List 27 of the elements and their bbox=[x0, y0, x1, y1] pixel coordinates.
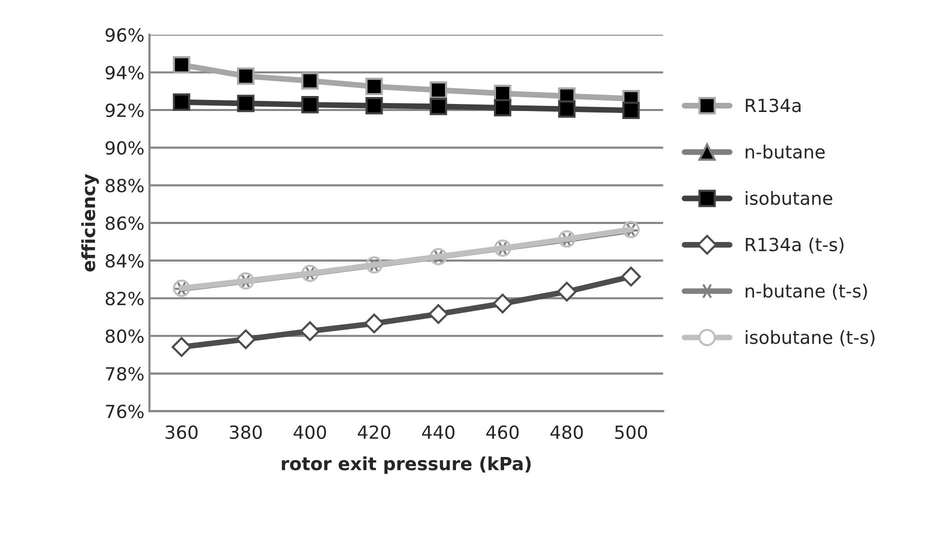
y-tick-label: 96% bbox=[106, 28, 144, 42]
legend-label: R134a (t-s) bbox=[746, 237, 844, 254]
y-tick-label: 76% bbox=[106, 404, 144, 418]
y-tick-label: 82% bbox=[106, 292, 144, 306]
legend-label: n-butane bbox=[746, 144, 825, 159]
x-tick-label: 380 bbox=[230, 425, 262, 440]
legend-label: n-butane (t-s) bbox=[746, 284, 867, 300]
x-tick-label: 420 bbox=[358, 425, 390, 440]
legend-label: isobutane bbox=[746, 191, 832, 205]
y-axis-title: efficiency bbox=[81, 174, 99, 272]
y-tick-label: 86% bbox=[106, 216, 144, 230]
y-tick-label: 90% bbox=[106, 141, 144, 155]
x-tick-label: 440 bbox=[422, 425, 454, 440]
y-tick-label: 92% bbox=[106, 103, 144, 118]
x-tick-label: 400 bbox=[294, 425, 326, 440]
x-tick-label: 480 bbox=[550, 425, 583, 440]
y-tick-label: 94% bbox=[106, 66, 144, 80]
legend-label: R134a bbox=[746, 98, 801, 112]
x-tick-label: 460 bbox=[486, 425, 519, 440]
x-tick-label: 360 bbox=[166, 425, 198, 440]
y-tick-label: 78% bbox=[106, 366, 144, 381]
x-axis-title: rotor exit pressure (kPa) bbox=[282, 456, 531, 474]
y-tick-label: 80% bbox=[106, 329, 144, 343]
x-tick-label: 500 bbox=[615, 425, 648, 440]
y-tick-label: 84% bbox=[106, 254, 144, 268]
legend-label: isobutane (t-s) bbox=[746, 330, 874, 346]
y-tick-label: 88% bbox=[106, 178, 144, 192]
